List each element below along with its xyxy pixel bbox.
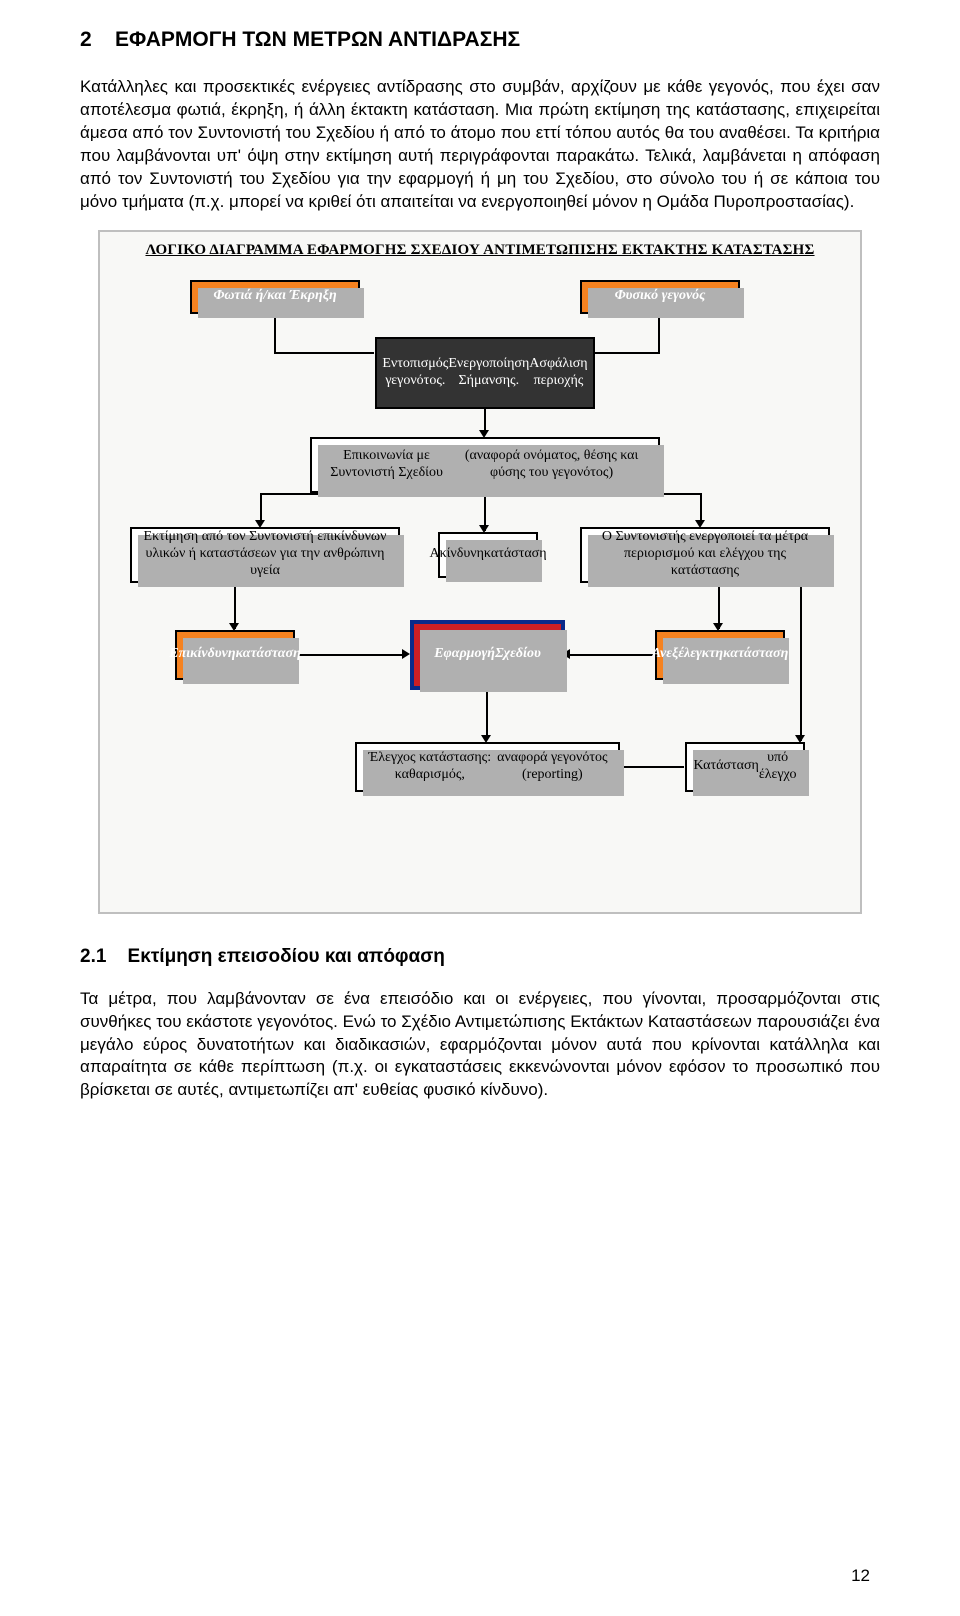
edge [595,352,660,354]
node-danger: Επικίνδυνηκατάσταση [175,630,295,680]
node-check: Έλεγχος κατάστασης: καθαρισμός,αναφορά γ… [355,742,620,792]
edge [800,583,802,741]
edge [622,766,684,768]
paragraph-1: Κατάλληλες και προσεκτικές ενέργειες αντ… [80,76,880,214]
section-number: 2 [80,28,92,51]
node-activate: Ο Συντονιστής ενεργοποιεί τα μέτρα περιο… [580,527,830,583]
paragraph-2: Τα μέτρα, που λαμβάνονταν σε ένα επεισόδ… [80,988,880,1103]
node-uncontrol: Ανεξέλεγκτηκατάσταση [655,630,785,680]
section-title-text: ΕΦΑΡΜΟΓΗ ΤΩΝ ΜΕΤΡΩΝ ΑΝΤΙΔΡΑΣΗΣ [115,28,520,51]
arrow-icon [402,649,410,659]
node-safe: Ακίνδυνηκατάσταση [438,532,538,578]
node-detect: Εντοπισμός γεγονότος.Ενεργοποίηση Σήμανσ… [375,337,595,409]
edge [568,654,653,656]
node-undercon: Κατάστασηυπό έλεγχο [685,742,805,792]
flowchart-container: ΛΟΓΙΚΟ ΔΙΑΓΡΑΜΜΑ ΕΦΑΡΜΟΓΗΣ ΣΧΕΔΙΟΥ ΑΝΤΙΜ… [98,230,862,914]
node-contact: Επικοινωνία με Συντονιστή Σχεδίου(αναφορ… [310,437,660,493]
node-physical: Φυσικό γεγονός [580,280,740,314]
edge [658,314,660,354]
document-page: 2 ΕΦΑΡΜΟΓΗ ΤΩΝ ΜΕΤΡΩΝ ΑΝΤΙΔΡΑΣΗΣ Κατάλλη… [0,0,960,1616]
edge [260,493,320,495]
subsection-heading: 2.1 Εκτίμηση επεισοδίου και απόφαση [80,946,880,968]
node-assess: Εκτίμηση από τον Συντονιστή επικίνδυνων … [130,527,400,583]
edge [274,314,276,354]
edge [295,654,407,656]
section-heading: 2 ΕΦΑΡΜΟΓΗ ΤΩΝ ΜΕΤΡΩΝ ΑΝΤΙΔΡΑΣΗΣ [80,28,880,52]
page-number: 12 [851,1566,870,1586]
edge [274,352,374,354]
subsection-title-text: Εκτίμηση επεισοδίου και απόφαση [128,946,445,967]
node-apply: ΕφαρμογήΣχεδίου [410,620,565,690]
node-fire: Φωτιά ή/και Έκρηξη [190,280,360,314]
subsection-number: 2.1 [80,946,106,967]
edge [486,690,488,740]
flowchart-title: ΛΟΓΙΚΟ ΔΙΑΓΡΑΜΜΑ ΕΦΑΡΜΟΓΗΣ ΣΧΕΔΙΟΥ ΑΝΤΙΜ… [100,242,860,259]
